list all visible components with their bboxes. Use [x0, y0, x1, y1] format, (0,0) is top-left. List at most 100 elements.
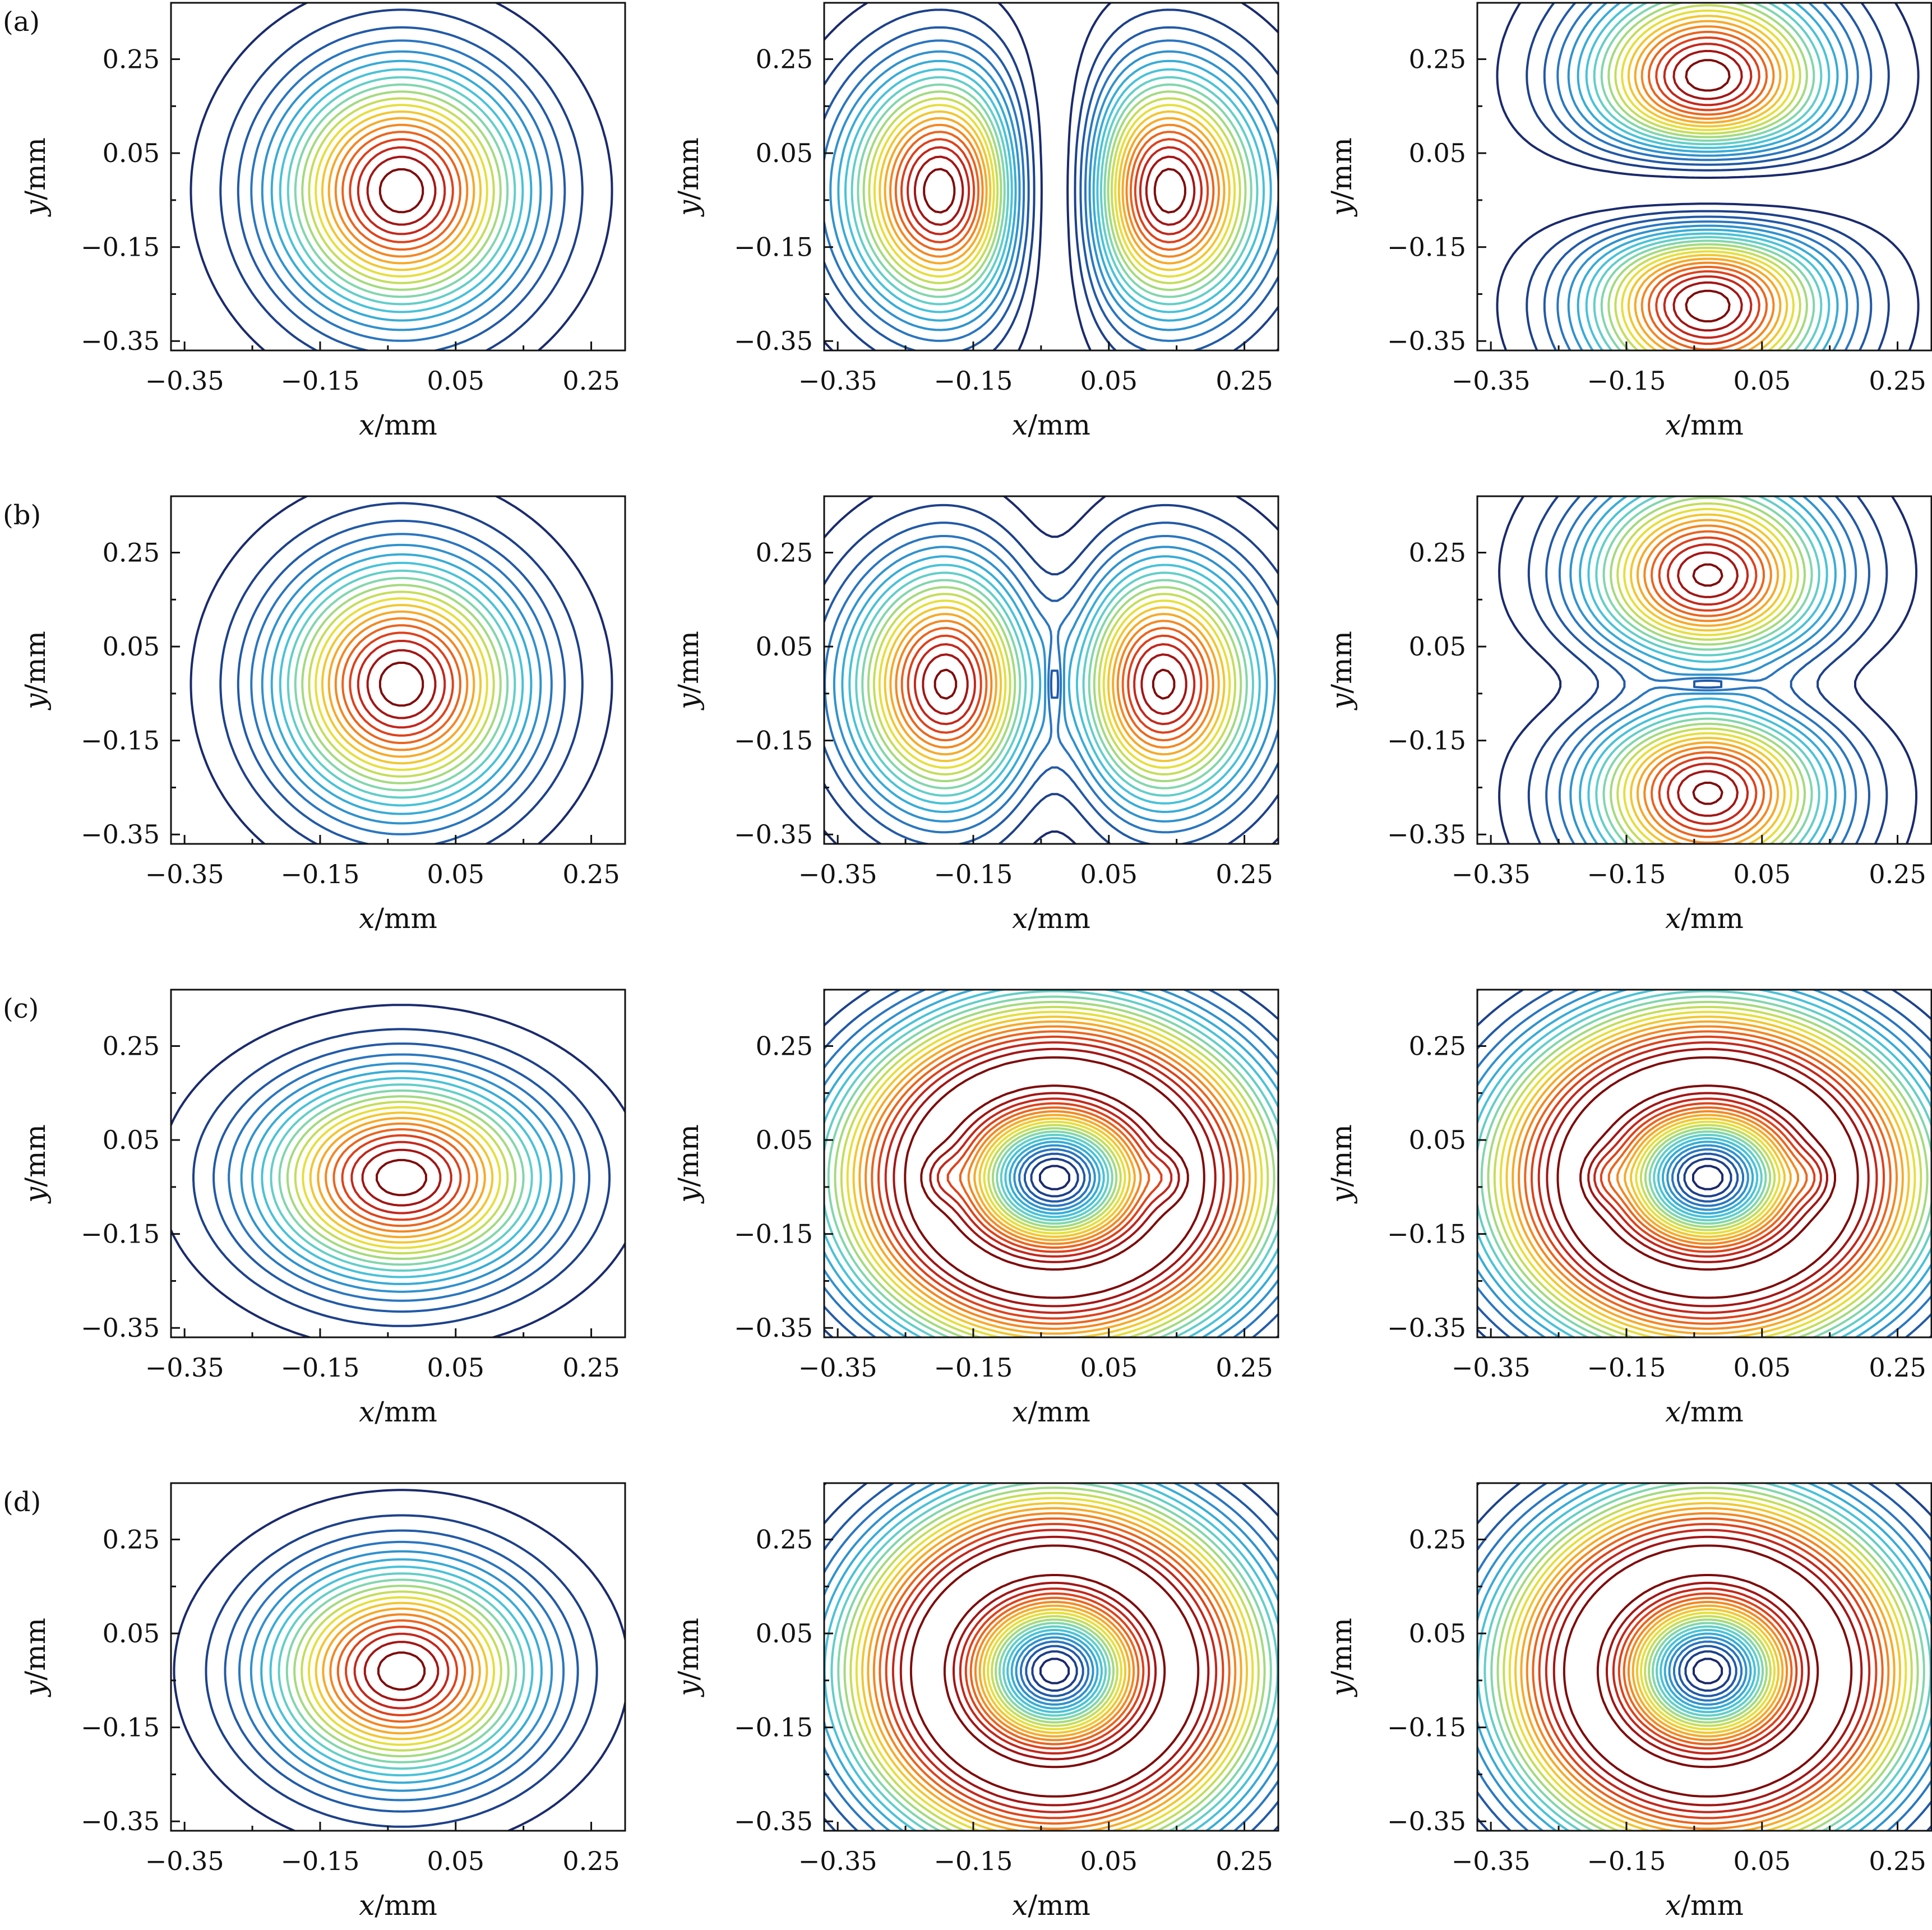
contour-line [240, 1062, 563, 1293]
contour-line [171, 1004, 625, 1337]
y-tick-label: 0.25 [756, 538, 813, 568]
contour-line [219, 8, 584, 350]
contour-line [830, 1483, 1278, 1831]
contour-line [1477, 1483, 1931, 1831]
contour-line [861, 579, 1248, 789]
contour-line [851, 76, 1259, 306]
y-axis-label: y/mm [19, 1124, 52, 1204]
contour-line [301, 584, 502, 784]
contour-line [286, 569, 516, 799]
x-axis-label: x/mm [359, 1889, 437, 1922]
plot-frame [170, 2, 626, 352]
x-tick-label: 0.25 [562, 366, 620, 396]
row-label: (c) [3, 993, 39, 1024]
contour-line [872, 1512, 1237, 1830]
plot-frame [170, 495, 626, 845]
y-axis-label: y/mm [672, 1124, 705, 1204]
y-tick-label: 0.05 [756, 631, 813, 662]
contour-panel: −0.35 −0.15 0.05 0.25 −0.35 −0.15 0.05 0.25 x/mm… [1325, 989, 1932, 1428]
y-tick-label: 0.25 [1409, 1525, 1466, 1555]
contour-line [824, 3, 1278, 350]
contour-line [1621, 10, 1795, 350]
contour-line [1477, 990, 1931, 1337]
contour-line [301, 1590, 502, 1752]
contour-line [279, 68, 524, 313]
contour-line [1526, 1512, 1890, 1830]
y-tick-label: 0.25 [103, 44, 160, 75]
y-tick-label: −0.35 [734, 1806, 813, 1836]
y-tick-label: −0.35 [1387, 1806, 1466, 1836]
x-tick-label: −0.35 [145, 1846, 224, 1876]
contour-line [824, 990, 1278, 1337]
x-tick-label: −0.35 [1452, 1352, 1531, 1383]
contour-line [1487, 1000, 1929, 1337]
contour-line [1545, 1529, 1871, 1813]
contour-line [837, 1483, 1272, 1831]
contour-line [1658, 536, 1758, 832]
plot-frame [823, 2, 1279, 352]
contour-line [824, 496, 1278, 844]
y-tick-label: 0.05 [1409, 1618, 1466, 1649]
y-tick-label: −0.15 [734, 726, 813, 756]
contour-line [1496, 3, 1920, 350]
x-tick-label: −0.15 [1587, 1846, 1666, 1876]
contour-line [1477, 1483, 1931, 1831]
contour-line [1477, 990, 1931, 1337]
contour-line [867, 586, 1242, 783]
contour-line [315, 104, 488, 278]
x-axis-label: x/mm [359, 409, 437, 441]
contour-line [923, 168, 1186, 214]
contour-line [1499, 1010, 1916, 1337]
contour-panel: −0.35 −0.15 0.05 0.25 −0.35 −0.15 0.05 0.25 x/mm… [19, 495, 626, 935]
contour-line [1538, 1523, 1878, 1820]
contour-line [824, 990, 1278, 1337]
contour-line [237, 26, 566, 350]
contour-line [357, 640, 446, 729]
contour-line [251, 1070, 552, 1285]
contour-line [1663, 43, 1753, 339]
contour-line [824, 990, 1070, 1190]
contour-line [1556, 1056, 1859, 1299]
x-tick-label: 0.25 [1215, 366, 1273, 396]
contour-line [1532, 1517, 1884, 1825]
contour-line [327, 117, 475, 265]
contour-line [1648, 30, 1768, 350]
contour-line [376, 1158, 427, 1197]
contour-line [1512, 1020, 1904, 1335]
x-tick-label: 0.05 [1734, 366, 1791, 396]
contour-line [269, 1566, 534, 1777]
plot-frame [1476, 495, 1932, 845]
contour-line [192, 1028, 611, 1327]
plot-frame [1476, 1482, 1932, 1832]
y-tick-label: −0.35 [1387, 819, 1466, 849]
contour-line [1666, 543, 1749, 825]
contour-line [285, 1578, 517, 1763]
contour-line [366, 155, 437, 226]
contour-line [1614, 4, 1801, 350]
contour-line [260, 1558, 543, 1784]
contour-line [294, 1101, 509, 1255]
y-tick-label: −0.35 [734, 819, 813, 849]
contour-line [889, 123, 1220, 258]
x-axis-label: x/mm [359, 1396, 437, 1428]
contour-line [843, 1486, 1266, 1831]
y-tick-label: 0.05 [1409, 631, 1466, 662]
contour-line [900, 138, 1209, 243]
contour-line [1537, 1041, 1878, 1314]
contour-line [363, 1641, 440, 1701]
plot-frame [1476, 2, 1932, 352]
y-tick-label: −0.15 [81, 1712, 160, 1743]
contour-line [1483, 1483, 1931, 1831]
y-tick-label: 0.05 [103, 631, 160, 662]
contour-line [1651, 530, 1765, 838]
x-tick-label: −0.35 [798, 859, 877, 889]
contour-line [913, 155, 1196, 226]
contour-line [1545, 496, 1870, 844]
contour-line [1595, 496, 1820, 844]
contour-line [867, 1507, 1242, 1831]
contour-line [212, 1042, 590, 1313]
x-tick-label: −0.15 [280, 859, 359, 889]
contour-line [286, 76, 516, 306]
contour-line [824, 990, 1278, 1337]
contour-line [341, 624, 461, 744]
